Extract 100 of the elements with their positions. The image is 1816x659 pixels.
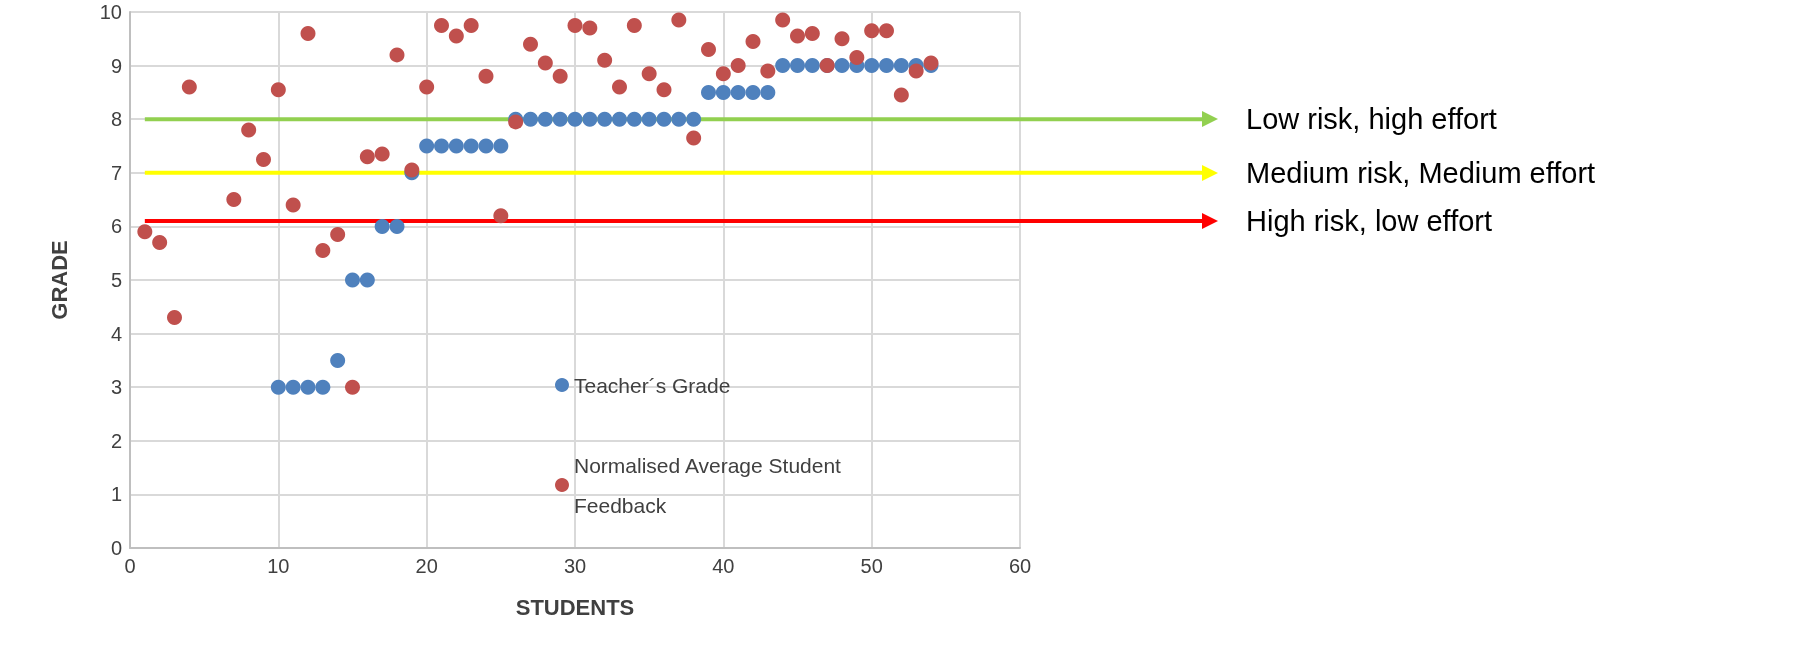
point (701, 84, 716, 100)
point (315, 243, 331, 259)
point (478, 138, 494, 154)
point (641, 66, 657, 82)
point (760, 84, 776, 100)
x-tick-label: 10 (267, 555, 290, 577)
point (389, 47, 405, 63)
point (419, 79, 435, 95)
point (523, 36, 538, 52)
point (745, 33, 761, 49)
point (641, 111, 657, 127)
point (463, 17, 479, 33)
point (285, 379, 301, 395)
point (552, 111, 568, 127)
point (374, 146, 390, 162)
point (790, 28, 805, 44)
ref-line-label: Low risk, high effort (1246, 103, 1497, 136)
point (226, 192, 242, 208)
point (656, 111, 672, 127)
x-tick-label: 30 (563, 555, 587, 577)
point (359, 149, 375, 165)
point (686, 130, 702, 146)
y-tick-label: 3 (110, 376, 122, 399)
point (463, 138, 479, 154)
point (908, 63, 924, 79)
point (730, 84, 746, 100)
point (419, 138, 435, 154)
x-tick-label: 40 (712, 555, 735, 577)
point (359, 272, 375, 288)
point (567, 111, 583, 127)
x-tick-label: 20 (415, 555, 438, 577)
point (582, 20, 598, 36)
point (270, 379, 286, 395)
x-axis-title: STUDENTS (515, 594, 635, 620)
point (493, 208, 509, 224)
point (285, 197, 301, 213)
point (612, 111, 627, 127)
point (701, 42, 716, 58)
y-tick-label: 4 (110, 322, 122, 345)
point (241, 122, 257, 138)
point (864, 58, 880, 74)
point (834, 58, 850, 74)
x-tick-label: 50 (860, 555, 883, 577)
y-axis-title: GRADE (46, 240, 72, 320)
point (893, 58, 909, 74)
point (374, 218, 390, 234)
point (300, 25, 316, 41)
point (389, 218, 405, 234)
point (448, 138, 464, 154)
x-tick-label: 60 (1008, 555, 1032, 577)
point (434, 138, 449, 154)
point (760, 63, 776, 79)
y-tick-label: 9 (110, 54, 122, 77)
point (626, 17, 642, 33)
point (493, 138, 509, 154)
y-tick-label: 5 (110, 269, 122, 291)
point (879, 58, 894, 74)
ref-line-label: Medium risk, Medium effort (1246, 156, 1596, 189)
point (478, 68, 494, 84)
point (181, 79, 197, 95)
point (270, 82, 286, 98)
point (626, 111, 642, 127)
point (775, 58, 791, 74)
legend-label: Normalised Average Student Feedback (574, 453, 842, 517)
point (849, 50, 865, 66)
point (537, 111, 553, 127)
point (715, 66, 731, 82)
point (686, 111, 702, 127)
x-tick-label: 0 (124, 555, 136, 577)
point (804, 25, 820, 41)
point (434, 17, 449, 33)
point (330, 226, 346, 242)
point (582, 111, 598, 127)
point (879, 23, 894, 39)
point (315, 379, 331, 395)
point (715, 84, 731, 100)
point (804, 58, 820, 74)
y-tick-label: 7 (110, 161, 122, 184)
point (330, 352, 346, 368)
point (523, 111, 538, 127)
point (152, 234, 168, 250)
point (448, 28, 464, 44)
point (834, 31, 850, 47)
point (537, 55, 553, 71)
point (597, 52, 613, 68)
point (137, 224, 153, 240)
ref-line-label: High risk, low effort (1246, 205, 1493, 238)
legend-label: Teacher´s Grade (574, 373, 731, 397)
point (552, 68, 568, 84)
y-tick-label: 10 (99, 1, 122, 23)
point (300, 379, 316, 395)
y-tick-label: 6 (110, 215, 122, 238)
y-tick-label: 8 (110, 108, 122, 131)
point (167, 310, 182, 326)
point (612, 79, 627, 95)
point (745, 84, 761, 100)
y-tick-label: 2 (110, 429, 122, 452)
point (893, 87, 909, 103)
point (597, 111, 613, 127)
point (864, 23, 880, 39)
